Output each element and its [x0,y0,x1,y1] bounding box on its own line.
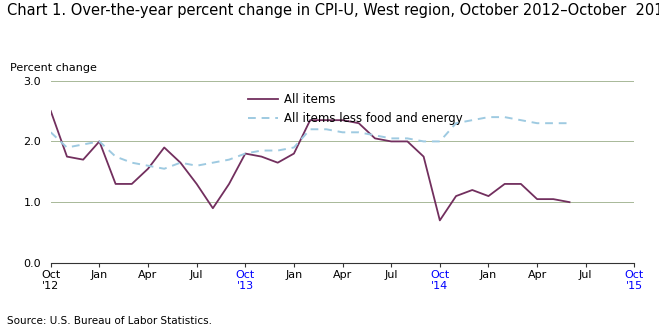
All items less food and energy [273,149,281,153]
All items less food and energy [225,158,233,162]
All items less food and energy [241,152,249,156]
Text: Source: U.S. Bureau of Labor Statistics.: Source: U.S. Bureau of Labor Statistics. [7,316,212,326]
All items [290,152,298,156]
All items [241,152,249,156]
All items less food and energy [517,118,525,122]
Line: All items: All items [51,111,569,220]
All items [403,140,411,143]
All items [144,167,152,171]
All items [225,182,233,186]
All items [469,188,476,192]
All items [420,155,428,158]
All items [209,206,217,210]
All items less food and energy [339,130,347,134]
All items less food and energy [420,140,428,143]
Legend: All items, All items less food and energy: All items, All items less food and energ… [243,88,467,130]
All items less food and energy [47,130,55,134]
All items less food and energy [533,121,541,125]
All items [387,140,395,143]
All items [160,145,168,149]
All items less food and energy [63,145,71,149]
All items [550,197,558,201]
All items [258,155,266,158]
All items less food and energy [565,121,573,125]
All items [484,194,492,198]
All items less food and energy [403,136,411,140]
All items [371,136,379,140]
All items [177,161,185,165]
Text: Chart 1. Over-the-year percent change in CPI-U, West region, October 2012–Octobe: Chart 1. Over-the-year percent change in… [7,3,659,18]
All items [47,109,55,113]
All items less food and energy [290,145,298,149]
Line: All items less food and energy: All items less food and energy [51,117,569,169]
All items [565,200,573,204]
All items less food and energy [144,164,152,168]
All items less food and energy [160,167,168,171]
All items less food and energy [501,115,509,119]
All items less food and energy [79,142,87,146]
All items [192,182,200,186]
All items less food and energy [128,161,136,165]
All items less food and energy [371,133,379,137]
All items [96,140,103,143]
All items [533,197,541,201]
All items less food and energy [452,121,460,125]
All items less food and energy [96,140,103,143]
All items [452,194,460,198]
All items [355,121,362,125]
All items [436,218,444,222]
All items less food and energy [111,155,119,158]
All items [322,118,330,122]
All items less food and energy [177,161,185,165]
All items less food and energy [550,121,558,125]
All items less food and energy [306,127,314,131]
All items [63,155,71,158]
All items [128,182,136,186]
All items less food and energy [484,115,492,119]
All items less food and energy [209,161,217,165]
All items less food and energy [387,136,395,140]
All items [79,158,87,162]
All items [339,118,347,122]
All items [517,182,525,186]
All items less food and energy [469,118,476,122]
All items less food and energy [192,164,200,168]
All items [111,182,119,186]
All items less food and energy [258,149,266,153]
All items less food and energy [436,140,444,143]
All items [306,118,314,122]
All items less food and energy [355,130,362,134]
Text: Percent change: Percent change [10,63,97,73]
All items [501,182,509,186]
All items [273,161,281,165]
All items less food and energy [322,127,330,131]
